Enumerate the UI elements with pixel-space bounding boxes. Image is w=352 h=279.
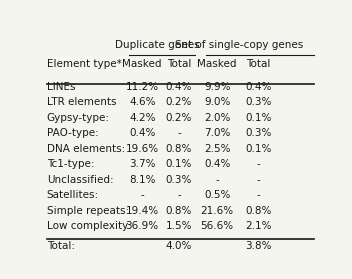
Text: Total:: Total: [47,241,75,251]
Text: -: - [177,128,181,138]
Text: 0.5%: 0.5% [204,190,231,200]
Text: Element type*: Element type* [47,59,121,69]
Text: Unclassified:: Unclassified: [47,175,113,185]
Text: PAO-type:: PAO-type: [47,128,99,138]
Text: -: - [177,190,181,200]
Text: 1.5%: 1.5% [166,221,192,231]
Text: 4.6%: 4.6% [129,97,156,107]
Text: Satellites:: Satellites: [47,190,99,200]
Text: -: - [215,175,219,185]
Text: LINEs: LINEs [47,82,75,92]
Text: -: - [256,190,260,200]
Text: 0.4%: 0.4% [129,128,155,138]
Text: 0.1%: 0.1% [166,159,192,169]
Text: 0.4%: 0.4% [204,159,231,169]
Text: 19.4%: 19.4% [126,206,159,216]
Text: 11.2%: 11.2% [126,82,159,92]
Text: Masked: Masked [197,59,237,69]
Text: 0.3%: 0.3% [245,128,271,138]
Text: Set of single-copy genes: Set of single-copy genes [175,40,303,50]
Text: 9.0%: 9.0% [204,97,231,107]
Text: Total: Total [246,59,270,69]
Text: 0.1%: 0.1% [245,113,271,123]
Text: -: - [256,159,260,169]
Text: 2.5%: 2.5% [204,144,231,154]
Text: 2.0%: 2.0% [204,113,231,123]
Text: 4.0%: 4.0% [166,241,192,251]
Text: Low complexity:: Low complexity: [47,221,131,231]
Text: 9.9%: 9.9% [204,82,231,92]
Text: -: - [140,190,144,200]
Text: Simple repeats:: Simple repeats: [47,206,129,216]
Text: 21.6%: 21.6% [201,206,234,216]
Text: 2.1%: 2.1% [245,221,271,231]
Text: LTR elements: LTR elements [47,97,116,107]
Text: 0.4%: 0.4% [166,82,192,92]
Text: 0.2%: 0.2% [166,113,192,123]
Text: 8.1%: 8.1% [129,175,156,185]
Text: Gypsy-type:: Gypsy-type: [47,113,110,123]
Text: 0.2%: 0.2% [166,97,192,107]
Text: 0.3%: 0.3% [245,97,271,107]
Text: 36.9%: 36.9% [126,221,159,231]
Text: DNA elements:: DNA elements: [47,144,125,154]
Text: 0.8%: 0.8% [166,206,192,216]
Text: 19.6%: 19.6% [126,144,159,154]
Text: 0.4%: 0.4% [245,82,271,92]
Text: 7.0%: 7.0% [204,128,231,138]
Text: 0.8%: 0.8% [166,144,192,154]
Text: 0.3%: 0.3% [166,175,192,185]
Text: 0.8%: 0.8% [245,206,271,216]
Text: 3.7%: 3.7% [129,159,156,169]
Text: 3.8%: 3.8% [245,241,271,251]
Text: -: - [256,175,260,185]
Text: 4.2%: 4.2% [129,113,156,123]
Text: 0.1%: 0.1% [245,144,271,154]
Text: Masked: Masked [122,59,162,69]
Text: Tc1-type:: Tc1-type: [47,159,94,169]
Text: Total: Total [167,59,191,69]
Text: 56.6%: 56.6% [201,221,234,231]
Text: Duplicate genes: Duplicate genes [115,40,200,50]
